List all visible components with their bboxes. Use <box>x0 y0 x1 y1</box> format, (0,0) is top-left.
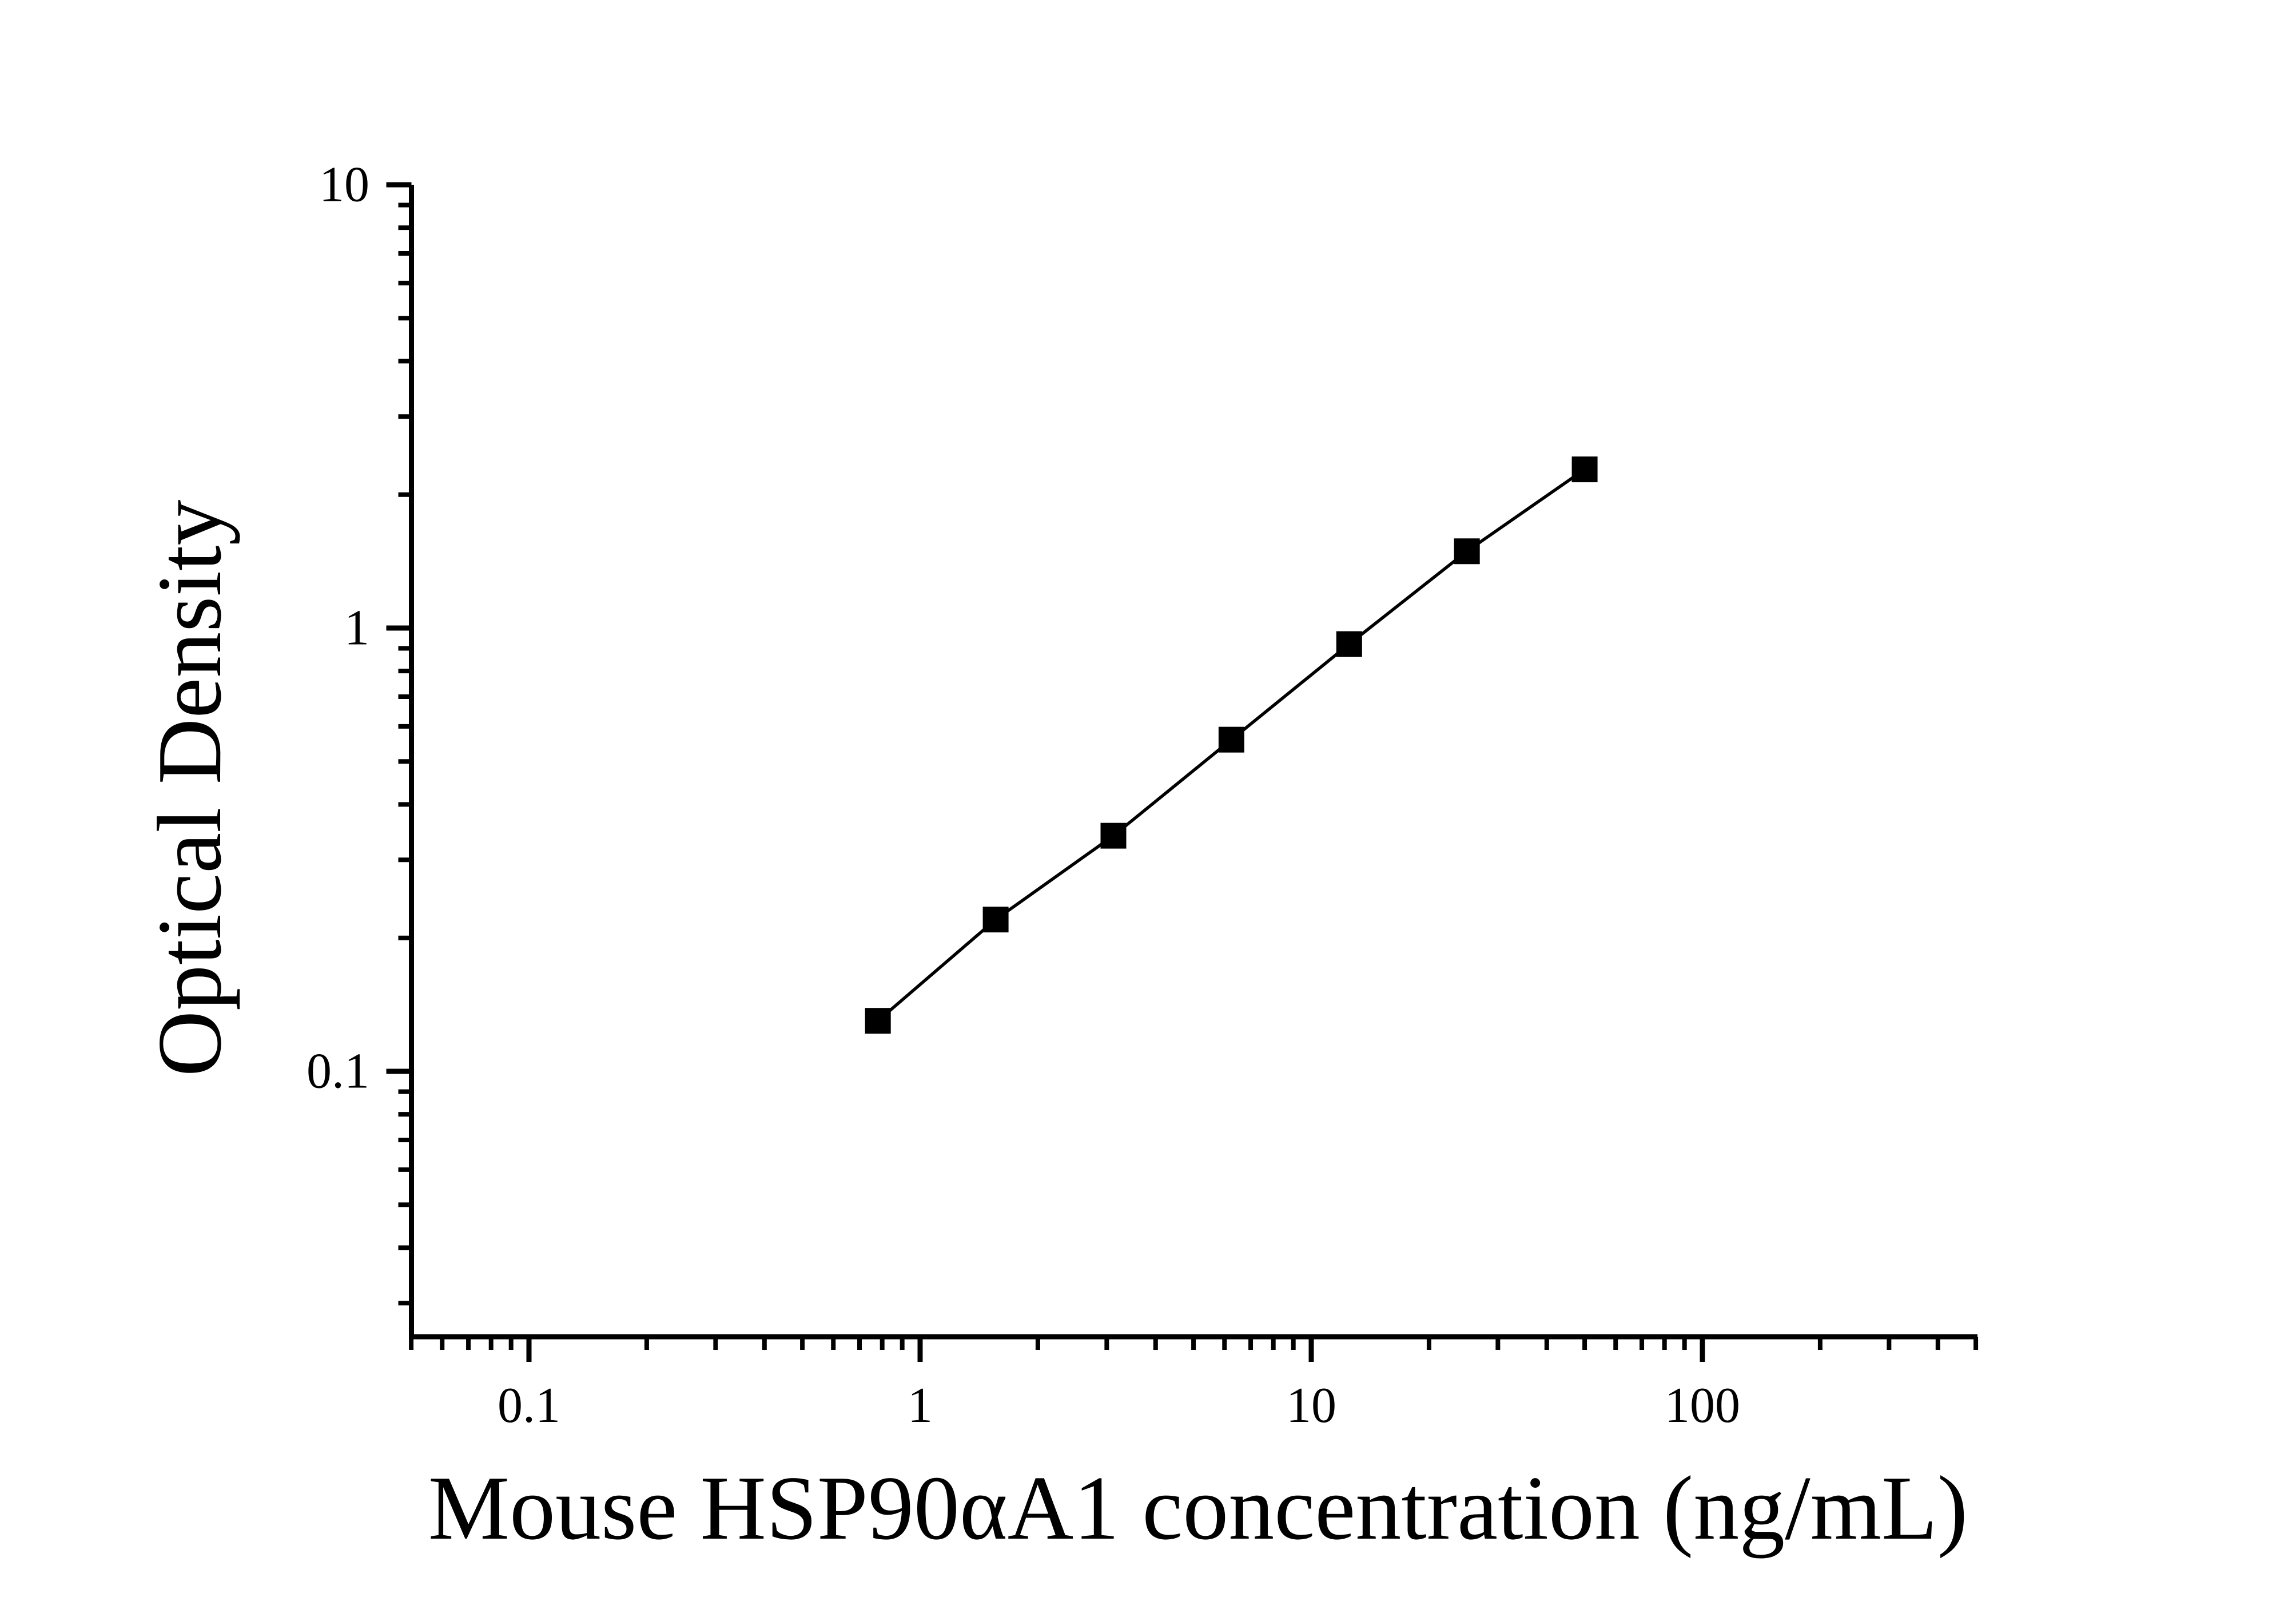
axes <box>409 185 1977 1340</box>
data-point-marker <box>1454 538 1480 565</box>
x-axis-title: Mouse HSP90αA1 concentration (ng/mL) <box>428 1457 1968 1559</box>
y-tick-label: 1 <box>344 601 369 656</box>
x-tick-label: 100 <box>1665 1378 1740 1433</box>
y-tick-label: 10 <box>319 157 369 213</box>
axis-tick-labels: 0.1 1 10 100 0.1 1 10 <box>307 157 1740 1434</box>
data-point-marker <box>1571 456 1598 483</box>
data-point-marker <box>865 1008 891 1034</box>
data-point-marker <box>1218 726 1244 753</box>
data-series <box>865 456 1598 1034</box>
data-point-marker <box>1336 631 1362 657</box>
data-point-marker <box>982 907 1009 933</box>
data-point-marker <box>1100 823 1127 849</box>
y-axis-title: Optical Density <box>138 500 240 1077</box>
y-tick-label: 0.1 <box>307 1044 369 1099</box>
x-tick-label: 0.1 <box>498 1378 560 1433</box>
x-tick-label: 1 <box>908 1378 933 1433</box>
x-tick-label: 10 <box>1286 1378 1336 1433</box>
axis-ticks <box>386 182 1979 1362</box>
